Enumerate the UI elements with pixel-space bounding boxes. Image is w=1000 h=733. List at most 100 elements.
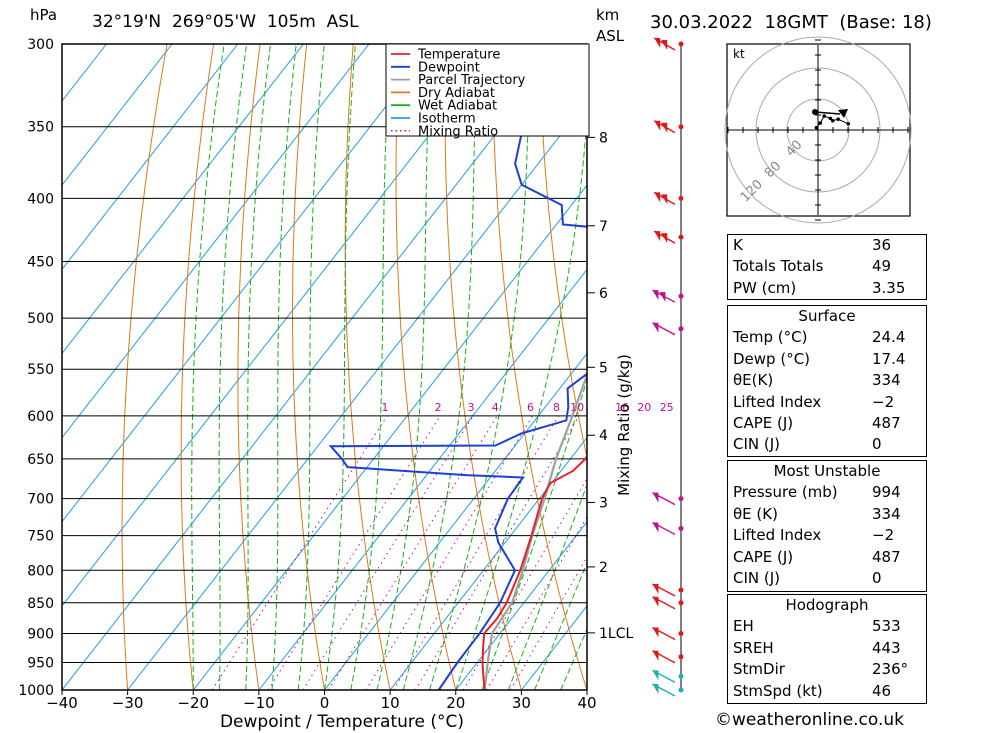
storm-motion-vector	[814, 111, 841, 115]
index-row: CAPE (J) 487	[728, 547, 926, 568]
wind-barb	[653, 230, 676, 244]
asl-unit-label: ASL	[596, 27, 625, 45]
wind-level-dot	[678, 195, 684, 201]
index-row: Dewp (°C) 17.4	[728, 349, 926, 370]
surface-box: Surface Temp (°C) 24.4 Dewp (°C) 17.4 θE(K) 33…	[727, 305, 927, 457]
dry-adiabat-line	[395, 44, 457, 690]
index-row: CAPE (J) 487	[728, 413, 926, 434]
wind-level-dot	[678, 234, 684, 240]
hodograph-point	[814, 125, 819, 130]
pressure-tick-label: 900	[27, 626, 54, 642]
pressure-tick-label: 750	[27, 529, 54, 545]
pressure-tick-label: 950	[27, 655, 54, 671]
section-title: Surface	[798, 307, 856, 325]
index-row: θE (K) 334	[728, 504, 926, 525]
wind-level-dot	[678, 124, 684, 130]
wet-adiabat-line	[245, 44, 271, 690]
index-row: Totals Totals 49	[728, 256, 926, 277]
isotherm-line	[62, 44, 501, 607]
index-label: StmSpd (kt)	[733, 681, 823, 700]
hodograph-point	[830, 118, 835, 123]
height-label: 7	[599, 219, 608, 235]
hodograph-point	[828, 116, 833, 121]
index-row: θE(K) 334	[728, 370, 926, 391]
height-label: 4	[599, 428, 608, 444]
mixing-ratio-label: 8	[553, 401, 560, 414]
wind-level-dot	[678, 587, 684, 593]
index-label: Pressure (mb)	[733, 483, 838, 502]
isotherm-line	[324, 352, 587, 690]
mixing-ratio-label: 4	[492, 401, 499, 414]
index-label: Totals Totals	[733, 257, 824, 276]
pressure-tick-label: 300	[27, 37, 54, 53]
height-label: 3	[599, 495, 608, 511]
height-label: 8	[599, 130, 608, 146]
wind-barb	[652, 596, 676, 610]
index-value: 994	[872, 483, 901, 502]
wind-barb	[652, 289, 676, 303]
legend-label: Parcel Trajectory	[418, 73, 526, 88]
index-row: PW (cm) 3.35	[728, 278, 926, 299]
pressure-tick-label: 1000	[18, 683, 54, 699]
index-label: Dewp (°C)	[733, 349, 811, 368]
index-row: StmSpd (kt) 46	[728, 681, 926, 702]
pressure-tick-label: 450	[27, 255, 54, 271]
hodograph-point	[818, 121, 823, 125]
wind-level-dot	[678, 654, 684, 660]
index-value: 0	[872, 568, 882, 587]
wind-level-dot	[678, 600, 684, 606]
wind-barb	[653, 191, 676, 205]
index-row: Pressure (mb) 994	[728, 482, 926, 503]
x-tick-label: −40	[46, 694, 78, 712]
index-value: 0	[872, 435, 882, 454]
dry-adiabat-line	[538, 44, 587, 460]
index-row: CIN (J) 0	[728, 434, 926, 455]
mixing-ratio-line	[365, 415, 533, 690]
pressure-tick-label: 550	[27, 362, 54, 378]
wet-adiabat-line	[218, 44, 248, 690]
index-row: StmDir 236°	[728, 659, 926, 680]
index-label: CIN (J)	[733, 568, 781, 587]
mixing-ratio-label: 2	[435, 401, 442, 414]
pressure-tick-label: 650	[27, 452, 54, 468]
height-label: 1LCL	[599, 626, 633, 642]
index-value: 236°	[872, 660, 909, 679]
wind-level-dot	[678, 326, 684, 332]
isotherm-line	[62, 44, 567, 690]
mixing-ratio-line	[414, 415, 580, 690]
pressure-tick-label: 350	[27, 120, 54, 136]
wind-level-dot	[678, 293, 684, 299]
mixing-ratio-label: 6	[527, 401, 534, 414]
mixing-ratio-line	[267, 415, 441, 690]
x-tick-label: 20	[446, 694, 465, 712]
dewpoint-profile	[328, 49, 587, 690]
station-title: 32°19'N 269°05'W 105m ASL	[92, 12, 359, 32]
index-value: 334	[872, 371, 901, 390]
wet-adiabat-line	[297, 44, 325, 690]
index-value: 17.4	[872, 349, 906, 368]
mixing-ratio-line	[393, 415, 559, 690]
index-value: 49	[872, 257, 892, 276]
legend-label: Isotherm	[418, 112, 476, 127]
mixing-ratio-axis-label: Mixing Ratio (g/kg)	[615, 354, 633, 496]
dry-adiabat-line	[292, 44, 325, 690]
wind-barb	[653, 120, 676, 134]
isotherm-line	[62, 44, 370, 439]
index-row: CIN (J) 0	[728, 568, 926, 589]
index-value: 24.4	[872, 328, 906, 347]
wind-barb	[652, 683, 676, 697]
dry-adiabat-line	[958, 44, 1000, 690]
mixing-ratio-label: 3	[468, 401, 475, 414]
index-label: PW (cm)	[733, 278, 797, 297]
hpa-unit-label: hPa	[30, 6, 58, 24]
km-unit-label: km	[596, 6, 620, 24]
wind-barb	[652, 322, 676, 336]
mixing-ratio-label: 1	[381, 401, 388, 414]
general-indices-box: K 36 Totals Totals 49 PW (cm) 3.35	[727, 234, 927, 300]
hodograph-point	[822, 114, 826, 118]
section-title: Most Unstable	[773, 462, 881, 480]
index-label: CAPE (J)	[733, 547, 794, 566]
